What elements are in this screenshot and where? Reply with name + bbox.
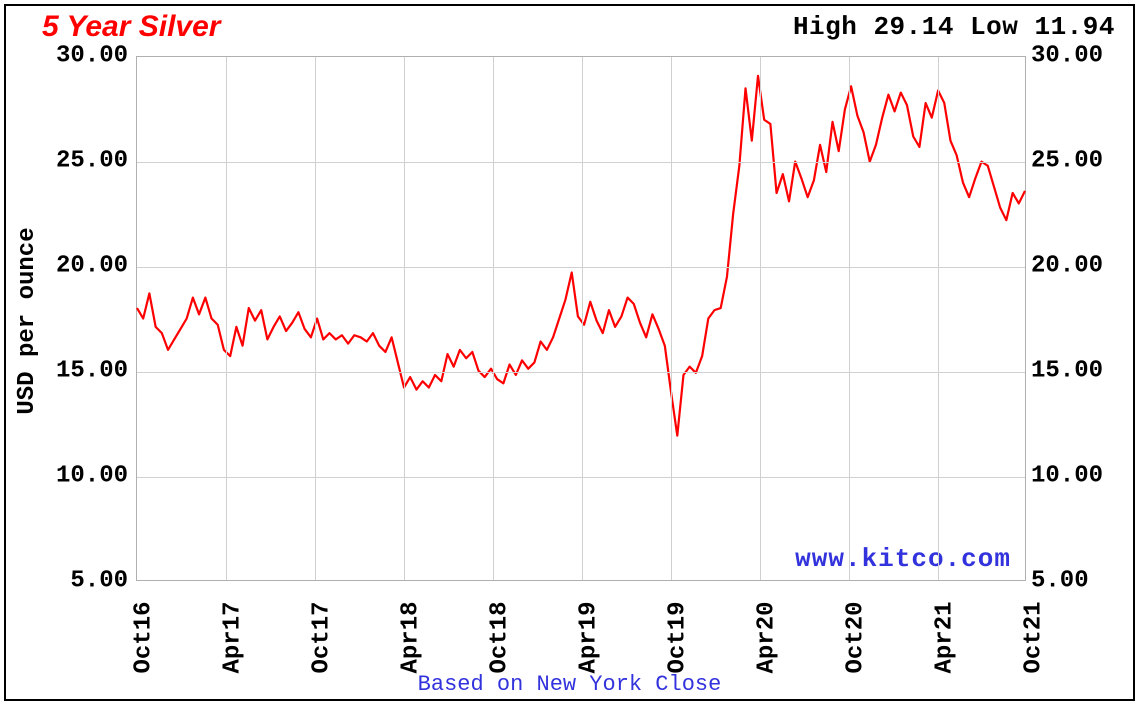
y-tick-right: 30.00 <box>1031 43 1103 70</box>
x-tick: Apr21 <box>932 601 959 673</box>
y-tick-right: 15.00 <box>1031 358 1103 385</box>
chart-title: 5 Year Silver <box>42 10 220 44</box>
grid-line-horizontal <box>137 162 1025 163</box>
grid-line-horizontal <box>137 267 1025 268</box>
grid-line-vertical <box>849 57 850 580</box>
x-tick: Oct19 <box>665 601 692 673</box>
price-line-svg <box>137 57 1025 580</box>
footer-text: Based on New York Close <box>418 672 722 697</box>
x-tick: Oct20 <box>843 601 870 673</box>
y-tick-right: 25.00 <box>1031 148 1103 175</box>
y-tick-left: 20.00 <box>56 253 128 280</box>
x-tick: Apr18 <box>398 601 425 673</box>
grid-line-vertical <box>671 57 672 580</box>
x-tick: Apr17 <box>220 601 247 673</box>
grid-line-horizontal <box>137 477 1025 478</box>
price-line <box>137 76 1025 436</box>
y-tick-left: 5.00 <box>70 568 128 595</box>
chart-container: 5 Year Silver High 29.14 Low 11.94 USD p… <box>4 4 1135 701</box>
y-tick-right: 20.00 <box>1031 253 1103 280</box>
grid-line-horizontal <box>137 372 1025 373</box>
y-tick-left: 10.00 <box>56 463 128 490</box>
chart-high-low: High 29.14 Low 11.94 <box>793 12 1115 42</box>
grid-line-vertical <box>938 57 939 580</box>
y-tick-left: 15.00 <box>56 358 128 385</box>
watermark-text: www.kitco.com <box>795 544 1011 574</box>
x-tick: Oct16 <box>131 601 158 673</box>
x-tick: Apr20 <box>754 601 781 673</box>
y-tick-right: 10.00 <box>1031 463 1103 490</box>
x-tick: Oct18 <box>487 601 514 673</box>
plot-area: www.kitco.com <box>136 56 1026 581</box>
grid-line-vertical <box>404 57 405 580</box>
grid-line-vertical <box>315 57 316 580</box>
y-tick-left: 30.00 <box>56 43 128 70</box>
x-tick: Oct21 <box>1021 601 1048 673</box>
grid-line-vertical <box>493 57 494 580</box>
grid-line-vertical <box>760 57 761 580</box>
grid-line-vertical <box>582 57 583 580</box>
x-tick: Oct17 <box>309 601 336 673</box>
y-tick-left: 25.00 <box>56 148 128 175</box>
y-tick-right: 5.00 <box>1031 568 1089 595</box>
x-tick: Apr19 <box>576 601 603 673</box>
y-axis-label: USD per ounce <box>14 227 41 414</box>
grid-line-vertical <box>226 57 227 580</box>
